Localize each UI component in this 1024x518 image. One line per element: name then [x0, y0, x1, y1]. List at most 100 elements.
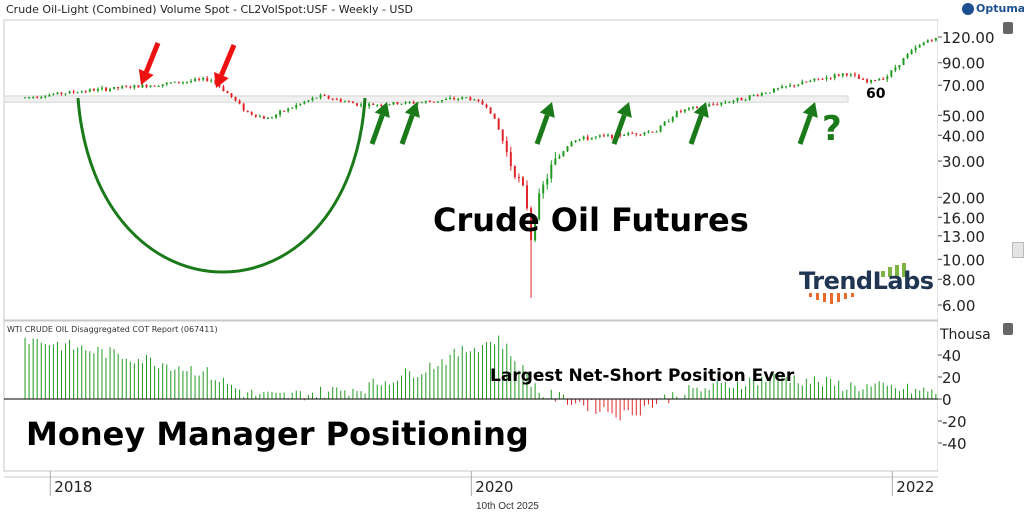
- price-candle: [817, 78, 820, 80]
- price-y-tick-label: 6.00: [942, 297, 975, 315]
- price-candle: [343, 101, 346, 103]
- lock-icon[interactable]: [1003, 323, 1013, 335]
- price-y-tick-label: 10.00: [942, 251, 985, 269]
- price-candle: [691, 106, 694, 109]
- price-y-tick-label: 90.00: [942, 55, 985, 73]
- price-candle: [149, 85, 152, 88]
- price-candle: [521, 177, 524, 186]
- price-candle: [809, 80, 812, 82]
- price-candle: [181, 82, 184, 84]
- price-y-tick-label: 8.00: [942, 271, 975, 289]
- x-tick-label: 2020: [475, 478, 513, 496]
- price-candle: [825, 77, 828, 80]
- price-candle: [594, 136, 597, 138]
- price-candle: [258, 116, 261, 118]
- price-candle: [40, 97, 43, 99]
- price-candle: [449, 97, 452, 100]
- price-y-tick-label: 16.00: [942, 209, 985, 227]
- price-candle: [793, 85, 796, 87]
- cot-y-tick-label: 20: [942, 369, 961, 387]
- price-candle: [813, 78, 816, 81]
- price-candle: [866, 79, 869, 83]
- price-candle: [756, 95, 759, 97]
- price-candle: [436, 101, 439, 103]
- price-candle: [736, 97, 739, 101]
- price-candle: [538, 193, 541, 220]
- price-candle: [505, 140, 508, 153]
- price-candle: [424, 101, 427, 103]
- price-candle: [631, 132, 634, 134]
- price-candle: [870, 80, 873, 83]
- price-candle: [72, 91, 75, 93]
- scroll-handle[interactable]: [1012, 242, 1024, 258]
- price-candle: [517, 177, 520, 179]
- price-candle: [732, 100, 735, 103]
- price-candle: [687, 108, 690, 110]
- price-candle: [526, 185, 529, 209]
- price-candle: [821, 78, 824, 80]
- price-candle: [639, 134, 642, 136]
- price-candle: [890, 70, 893, 77]
- optuma-brand-text: Optuma: [976, 2, 1024, 15]
- price-candle: [275, 114, 278, 118]
- price-candle: [934, 37, 937, 41]
- price-candle: [857, 75, 860, 79]
- optuma-mark-icon: [962, 2, 974, 15]
- price-candle: [833, 74, 836, 79]
- price-candle: [906, 54, 909, 59]
- price-candle: [380, 104, 383, 106]
- price-candle: [667, 121, 670, 123]
- price-candle: [590, 137, 593, 140]
- price-candle: [683, 109, 686, 112]
- price-candle: [161, 84, 164, 87]
- price-candle: [643, 132, 646, 135]
- price-candle: [368, 103, 371, 107]
- price-candle: [550, 164, 553, 179]
- price-candle: [708, 104, 711, 107]
- price-candle: [918, 45, 921, 48]
- price-candle: [412, 102, 415, 104]
- lock-icon[interactable]: [1003, 22, 1013, 34]
- price-candle: [801, 81, 804, 85]
- price-candle: [724, 102, 727, 104]
- cot-y-tick-label: -20: [942, 413, 967, 431]
- price-candle: [752, 95, 755, 97]
- chart-header-title: Crude Oil-Light (Combined) Volume Spot -…: [6, 3, 413, 16]
- level-label: 60: [866, 86, 886, 102]
- price-candle: [578, 139, 581, 141]
- price-candle: [477, 99, 480, 102]
- price-candle: [117, 86, 120, 89]
- price-candle: [797, 84, 800, 87]
- price-candle: [546, 178, 549, 185]
- price-candle: [291, 107, 294, 109]
- price-candle: [287, 108, 290, 112]
- cot-y-tick-label: 0: [942, 391, 952, 409]
- price-candle: [586, 136, 589, 140]
- price-candle: [862, 78, 865, 80]
- price-candle: [44, 96, 47, 98]
- price-candle: [303, 101, 306, 104]
- price-candle: [315, 97, 318, 99]
- price-candle: [347, 101, 350, 103]
- price-candle: [169, 82, 172, 84]
- price-y-tick-label: 120.00: [942, 29, 995, 47]
- price-candle: [60, 92, 63, 95]
- price-candle: [853, 74, 856, 76]
- price-candle: [712, 104, 715, 106]
- price-candle: [254, 114, 257, 117]
- price-candle: [177, 81, 180, 83]
- price-candle: [441, 100, 444, 102]
- price-candle: [785, 86, 788, 88]
- price-candle: [570, 142, 573, 147]
- price-candle: [457, 98, 460, 100]
- price-candle: [32, 96, 35, 98]
- price-candle: [914, 47, 917, 51]
- price-candle: [886, 76, 889, 80]
- price-candle: [266, 117, 269, 119]
- price-candle: [675, 111, 678, 118]
- price-candle: [420, 102, 423, 104]
- price-candle: [926, 40, 929, 43]
- price-candle: [805, 81, 808, 83]
- price-candle: [513, 166, 516, 178]
- price-candle: [461, 97, 464, 99]
